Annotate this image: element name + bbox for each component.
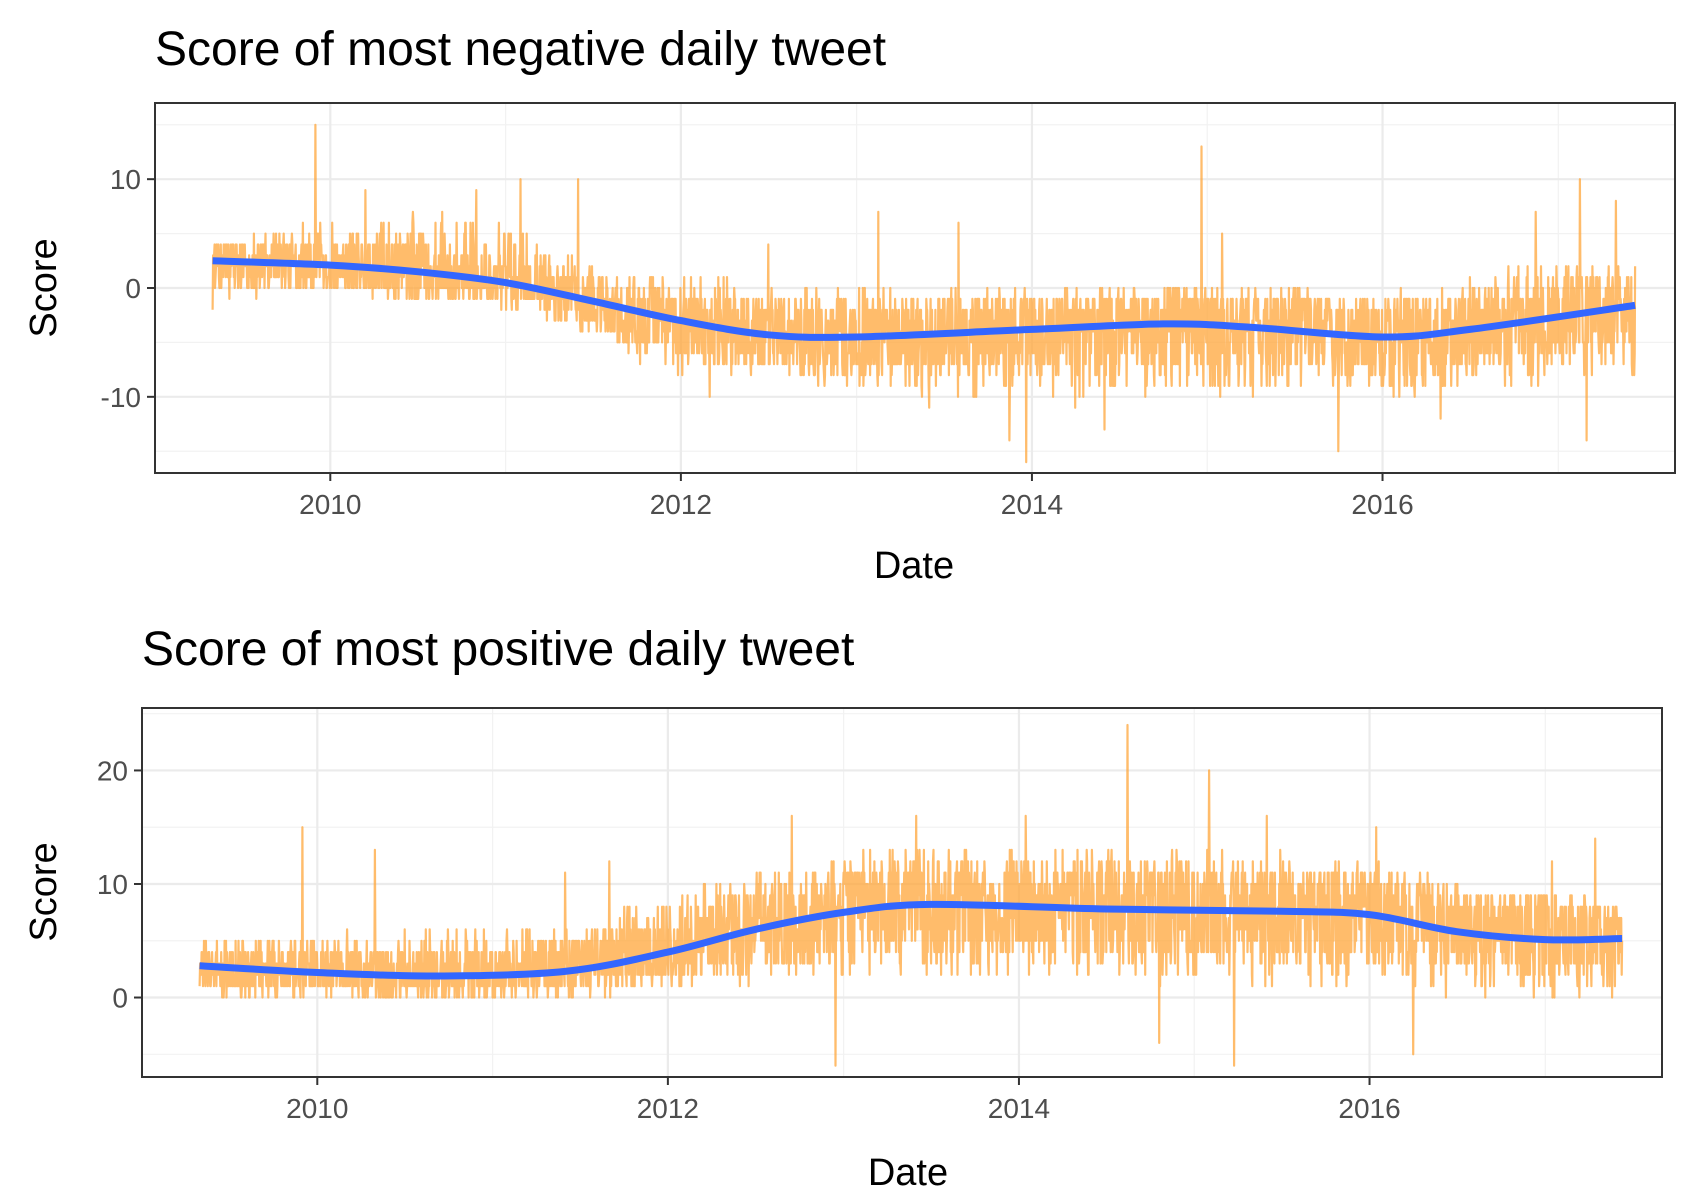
panel-border bbox=[141, 707, 1663, 1078]
plot-area bbox=[211, 123, 1637, 464]
smooth-trend-line bbox=[212, 257, 1636, 341]
y-axis-title: Score bbox=[23, 238, 65, 337]
negative-score-panel: Score of most negative daily tweet 2010 2… bbox=[23, 23, 1676, 587]
x-tick-label: 2016 bbox=[1338, 1093, 1400, 1124]
y-tick-label: 0 bbox=[125, 273, 141, 304]
axes: 2010 2012 2014 2016 10 0 -10 bbox=[101, 164, 1414, 520]
positive-score-panel: Score of most positive daily tweet 2010 2… bbox=[23, 623, 1663, 1194]
x-tick-label: 2014 bbox=[988, 1093, 1050, 1124]
chart-title: Score of most negative daily tweet bbox=[155, 23, 886, 76]
smooth-trend-line bbox=[199, 900, 1623, 980]
y-axis-title: Score bbox=[23, 842, 65, 941]
y-tick-label: 0 bbox=[112, 983, 128, 1014]
y-tick-label: 10 bbox=[110, 164, 141, 195]
x-axis-title: Date bbox=[874, 545, 954, 587]
y-tick-label: -10 bbox=[101, 382, 141, 413]
x-axis-title: Date bbox=[868, 1152, 948, 1194]
x-tick-label: 2012 bbox=[650, 489, 712, 520]
y-tick-label: 20 bbox=[97, 755, 128, 786]
x-tick-label: 2014 bbox=[1001, 489, 1063, 520]
y-tick-label: 10 bbox=[97, 869, 128, 900]
x-tick-label: 2016 bbox=[1351, 489, 1413, 520]
x-tick-label: 2012 bbox=[637, 1093, 699, 1124]
chart-title: Score of most positive daily tweet bbox=[142, 623, 854, 676]
x-tick-label: 2010 bbox=[286, 1093, 348, 1124]
x-tick-label: 2010 bbox=[299, 489, 361, 520]
plot-area bbox=[198, 723, 1624, 1067]
